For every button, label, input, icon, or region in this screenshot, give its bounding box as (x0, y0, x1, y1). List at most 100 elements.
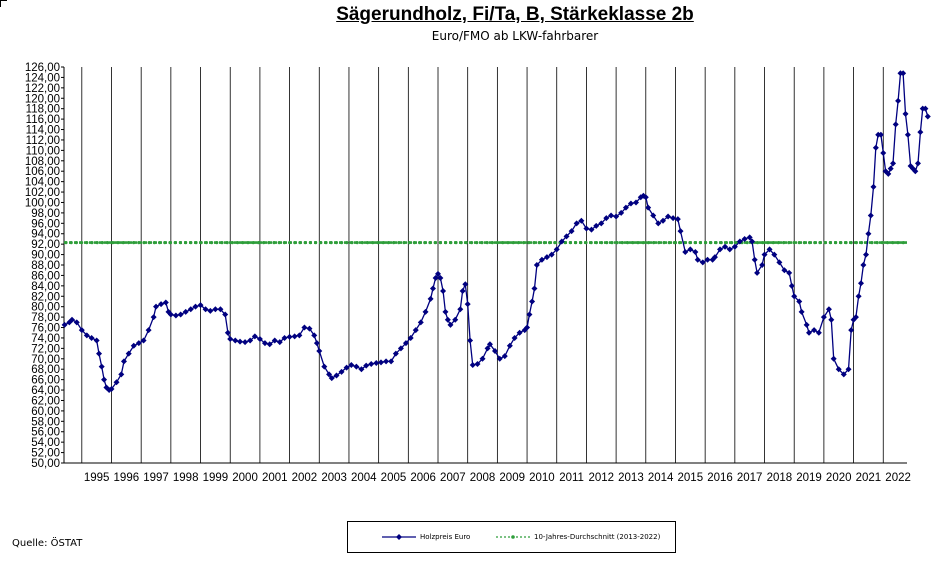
price-point (118, 371, 125, 378)
legend-label-average: 10-Jahres-Durchschnitt (2013-2022) (534, 533, 661, 541)
average-point (137, 240, 141, 245)
y-tick-label: 88,00 (31, 260, 60, 272)
average-point (303, 240, 307, 245)
x-tick-label: 2004 (351, 472, 377, 484)
average-point (106, 240, 110, 245)
average-point (693, 240, 697, 245)
source-note: Quelle: ÖSTAT (12, 538, 83, 549)
average-point (293, 240, 297, 245)
average-point (449, 240, 453, 245)
average-point (199, 240, 203, 245)
average-point (267, 240, 271, 245)
average-point (438, 240, 442, 245)
price-point (316, 347, 323, 354)
price-point (432, 275, 439, 282)
average-point (516, 240, 521, 245)
average-point (532, 240, 536, 245)
legend-price-marker (382, 534, 416, 540)
y-tick-label: 72,00 (31, 343, 60, 355)
price-point (135, 340, 142, 347)
price-point (848, 327, 855, 334)
average-point (132, 240, 136, 245)
price-point (776, 259, 783, 266)
y-tick-label: 120,00 (25, 93, 60, 105)
price-point (397, 345, 404, 352)
average-point (568, 240, 573, 245)
average-point (423, 240, 427, 245)
price-point (162, 299, 169, 306)
price-point (511, 334, 518, 341)
average-point (428, 240, 432, 245)
price-point (78, 327, 85, 334)
average-point (891, 240, 895, 245)
x-tick-label: 2000 (232, 472, 258, 484)
price-point (177, 311, 184, 318)
price-point (642, 194, 649, 201)
price-point (474, 361, 481, 367)
x-tick-label: 2015 (678, 472, 704, 484)
price-point (598, 220, 605, 227)
price-point (538, 256, 545, 263)
price-point (301, 324, 308, 331)
x-tick-label: 1995 (84, 472, 110, 484)
price-point (912, 168, 919, 175)
price-point (464, 301, 471, 308)
price-point (588, 226, 595, 233)
average-point (194, 240, 198, 245)
y-tick-label: 60,00 (31, 406, 60, 418)
price-point (583, 225, 590, 232)
price-point (197, 302, 204, 309)
average-point (553, 240, 557, 245)
y-tick-label: 110,00 (26, 145, 60, 157)
average-point (574, 240, 578, 245)
average-point (636, 240, 640, 245)
price-point (286, 333, 293, 340)
price-point (749, 238, 756, 245)
average-point (319, 240, 323, 245)
x-tick-label: 2019 (796, 472, 822, 484)
average-point (366, 240, 370, 245)
average-point (350, 240, 354, 245)
price-point (736, 238, 743, 245)
price-point (674, 216, 681, 223)
price-point (900, 70, 907, 77)
average-point (85, 240, 89, 245)
legend-label-price: Holzpreis Euro (420, 533, 471, 541)
price-point (655, 220, 662, 227)
price-point (328, 375, 335, 382)
average-point (901, 240, 905, 245)
average-point (808, 240, 812, 245)
x-tick-label: 2021 (856, 472, 882, 484)
average-point (787, 240, 791, 245)
price-point (187, 306, 194, 313)
price-point (835, 366, 842, 373)
legend-item-average: 10-Jahres-Durchschnitt (2013-2022) (496, 531, 660, 543)
average-point (870, 240, 874, 245)
price-point (526, 311, 533, 318)
y-tick-label: 122,00 (25, 83, 60, 95)
average-point (860, 240, 864, 245)
price-point (553, 246, 560, 253)
x-tick-label: 1998 (173, 472, 199, 484)
price-point (830, 355, 837, 362)
average-point (698, 240, 703, 245)
price-point (694, 256, 701, 263)
average-point (886, 240, 890, 245)
price-point (820, 314, 827, 321)
price-point (343, 364, 350, 371)
average-point (730, 240, 734, 245)
y-tick-label: 124,00 (25, 72, 60, 84)
x-tick-label: 2016 (707, 472, 733, 484)
price-point (427, 295, 434, 302)
average-point (329, 240, 333, 245)
average-point (116, 240, 120, 245)
price-point (902, 110, 909, 117)
average-point (402, 240, 406, 245)
y-tick-label: 80,00 (31, 302, 60, 314)
price-point (722, 243, 729, 250)
average-point (69, 240, 73, 245)
x-tick-label: 2006 (410, 472, 436, 484)
price-point (578, 217, 585, 224)
y-tick-label: 62,00 (31, 395, 60, 407)
average-point (397, 240, 401, 245)
